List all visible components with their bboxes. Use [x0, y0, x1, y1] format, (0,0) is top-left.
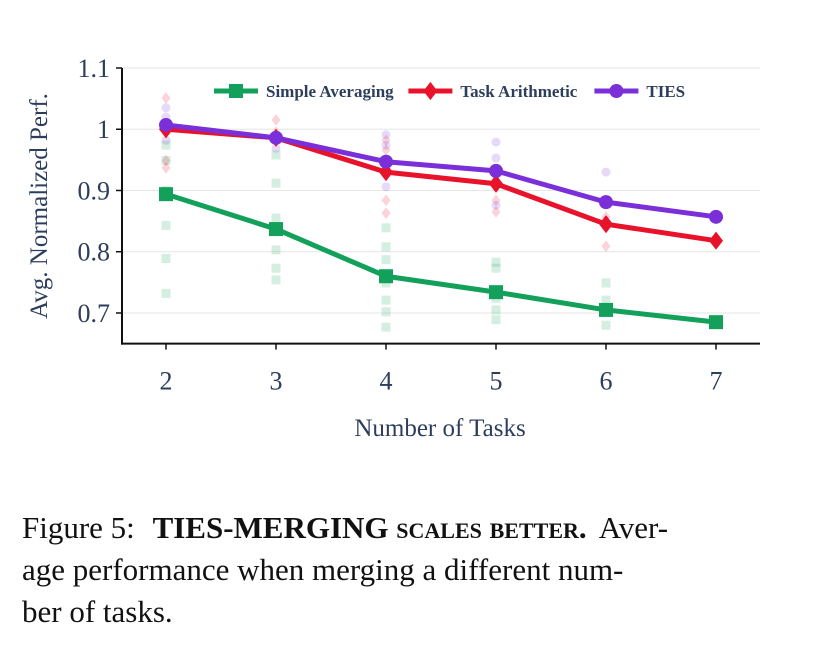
x-tick-label: 5 [490, 367, 503, 396]
run-point [161, 154, 171, 167]
run-point [161, 288, 171, 298]
x-tick-label: 3 [270, 367, 283, 396]
run-point [491, 257, 501, 267]
run-point [491, 305, 501, 315]
point [709, 315, 723, 330]
x-tick-label: 7 [710, 367, 723, 396]
x-tick-label: 2 [160, 367, 173, 396]
run-point [381, 223, 391, 233]
y-tick-label: 0.7 [78, 299, 111, 328]
run-point [491, 153, 501, 163]
x-tick-label: 6 [600, 367, 613, 396]
run-point [381, 295, 391, 305]
run-point [381, 130, 391, 140]
legend-label: TIES [646, 82, 685, 101]
point [489, 163, 503, 178]
run-point [381, 307, 391, 317]
run-point [381, 140, 391, 150]
run-point [161, 135, 171, 145]
run-point [491, 194, 501, 207]
y-tick-label: 1.1 [78, 54, 111, 83]
caption-label: Figure 5: [22, 510, 135, 545]
run-point [381, 134, 391, 147]
point [599, 195, 613, 210]
run-point [271, 245, 281, 255]
point [269, 130, 283, 145]
x-tick-label: 4 [380, 367, 393, 396]
run-point [161, 92, 171, 104]
point [379, 269, 393, 284]
run-point [161, 140, 171, 150]
point [709, 209, 723, 224]
run-point [381, 182, 391, 192]
y-axis-label: Avg. Normalized Perf. [26, 93, 53, 319]
run-point [161, 253, 171, 263]
caption-text: age performance when merging a different… [22, 552, 623, 587]
run-point [601, 240, 611, 253]
point [599, 302, 613, 317]
run-point [601, 278, 611, 288]
run-point [381, 207, 391, 219]
series-line [165, 122, 717, 220]
run-point [381, 144, 391, 156]
caption-text: Aver- [599, 510, 668, 545]
point [159, 117, 173, 132]
y-tick-label: 0.9 [78, 176, 111, 205]
legend-label: Simple Averaging [266, 82, 394, 101]
run-point [381, 242, 391, 252]
legend-label: Task Arithmetic [460, 82, 577, 101]
run-point [161, 220, 171, 230]
run-point [491, 200, 501, 210]
run-point [271, 114, 281, 126]
point [269, 222, 283, 237]
run-point [271, 213, 281, 223]
legend-marker [229, 84, 243, 98]
run-point [161, 155, 171, 165]
point [599, 215, 613, 234]
run-point [271, 178, 281, 188]
legend-marker [609, 84, 624, 98]
run-point [381, 255, 391, 265]
point [709, 231, 723, 250]
point [379, 154, 393, 169]
run-point [161, 103, 171, 113]
series-line [165, 191, 717, 325]
point [489, 174, 503, 193]
run-point [491, 315, 501, 325]
run-point [381, 194, 391, 207]
run-point [381, 322, 391, 332]
run-point [491, 137, 501, 147]
run-point [601, 320, 611, 330]
run-point [601, 295, 611, 305]
run-point [271, 275, 281, 285]
x-axis-label: Number of Tasks [354, 415, 525, 442]
series-line [165, 126, 717, 244]
run-point [491, 263, 501, 273]
y-tick-label: 0.8 [78, 238, 111, 267]
y-tick-label: 1 [97, 115, 110, 144]
run-point [271, 263, 281, 273]
caption-bold: TIES-MERGING scales better. [153, 510, 587, 545]
point [489, 285, 503, 300]
caption-text: ber of tasks. [22, 594, 173, 629]
run-point [271, 150, 281, 160]
run-point [161, 161, 171, 174]
run-point [491, 206, 501, 218]
run-point [601, 167, 611, 177]
legend-marker [423, 81, 438, 101]
run-point [271, 143, 281, 153]
caption-line: Figure 5: TIES-MERGING scales better. Av… [22, 510, 668, 545]
point [159, 187, 173, 202]
